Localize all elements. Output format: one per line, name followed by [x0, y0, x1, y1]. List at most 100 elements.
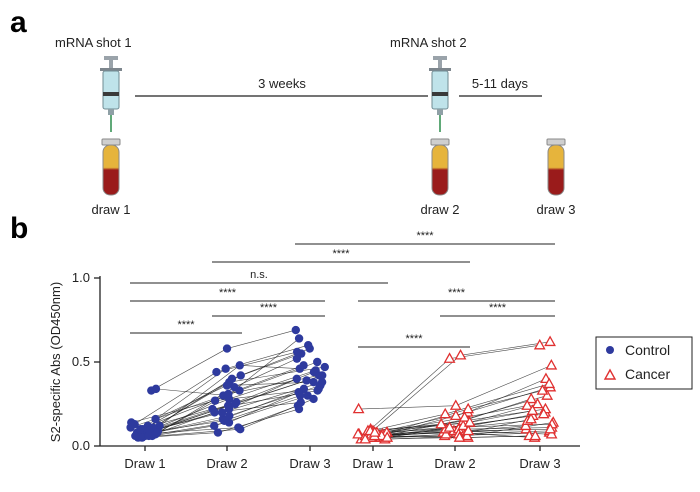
cancer-point: [525, 412, 537, 424]
cancer-point: [521, 399, 534, 410]
cancer-point: [453, 431, 466, 442]
control-point: [151, 414, 160, 424]
draw-2-label: draw 2: [420, 202, 459, 217]
cancer-point: [544, 422, 557, 434]
control-point: [210, 396, 220, 405]
control-point: [314, 371, 324, 380]
cancer-point: [440, 427, 452, 439]
control-point: [212, 367, 221, 377]
control-point: [217, 408, 227, 417]
significance-label: ****: [448, 287, 466, 299]
cancer-point: [449, 409, 462, 421]
significance-label: ****: [489, 302, 507, 314]
control-point: [222, 344, 232, 353]
control-point: [292, 374, 301, 383]
x-tick-label: Draw 3: [289, 456, 330, 471]
control-point: [295, 364, 304, 373]
y-axis-label: S2-specific Abs (OD450nm): [48, 282, 63, 442]
control-point: [313, 357, 322, 367]
control-point: [313, 386, 322, 395]
x-tick-label: Draw 1: [124, 456, 165, 471]
cancer-point: [443, 421, 456, 432]
cancer-point: [544, 335, 556, 347]
blood-tube-1-icon: [101, 138, 121, 196]
y-tick-label: 0.5: [72, 354, 90, 369]
control-point: [304, 341, 313, 350]
x-tick-label: Draw 2: [434, 456, 475, 471]
control-point: [221, 364, 230, 373]
cancer-point: [352, 402, 365, 414]
cancer-point: [536, 384, 549, 395]
legend-cancer-marker: [603, 368, 617, 380]
control-point: [131, 431, 140, 441]
significance-label: ****: [416, 230, 434, 242]
control-point: [130, 419, 139, 429]
significance-label: ****: [260, 302, 278, 314]
control-point: [225, 377, 234, 387]
significance-label: ****: [405, 333, 423, 345]
cancer-point: [525, 392, 538, 404]
significance-label: ****: [177, 319, 195, 331]
legend-control-marker: [606, 346, 614, 354]
legend-box: [595, 336, 693, 390]
control-point: [292, 347, 302, 357]
panel-b: b S2-specific Abs (OD450nm) 0.0 0.5 1.0 Dra…: [10, 212, 693, 471]
control-point: [230, 399, 240, 409]
cancer-point: [533, 338, 546, 350]
cancer-point: [526, 404, 539, 415]
syringe-1-icon: [100, 56, 122, 132]
control-point: [213, 428, 223, 437]
interval-3-weeks: 3 weeks: [258, 76, 306, 91]
control-point: [293, 401, 303, 410]
control-point: [320, 362, 329, 372]
control-point: [294, 334, 304, 343]
significance-label: ****: [332, 248, 350, 260]
y-tick-label: 0.0: [72, 438, 90, 453]
cancer-point: [463, 416, 476, 427]
control-point: [309, 377, 318, 387]
cancer-point: [461, 429, 473, 441]
cancer-point: [543, 377, 556, 389]
cancer-point: [359, 432, 372, 444]
control-point: [136, 425, 145, 434]
cancer-point: [529, 429, 542, 441]
subject-line: [151, 329, 296, 391]
control-point: [151, 384, 161, 394]
cancer-point: [545, 427, 558, 439]
draw-3-label: draw 3: [536, 202, 575, 217]
panel-b-letter: b: [10, 212, 28, 245]
cancer-point: [443, 352, 456, 363]
cancer-point: [439, 407, 452, 419]
legend-control-label: Control: [625, 342, 670, 358]
draw-1-label: draw 1: [91, 202, 130, 217]
cancer-point: [458, 411, 471, 422]
cancer-point: [545, 359, 558, 370]
syringe-2-icon: [429, 56, 451, 132]
control-point: [230, 383, 239, 392]
cancer-point: [531, 397, 544, 409]
control-point: [208, 404, 217, 414]
shot2-label: mRNA shot 2: [390, 35, 467, 50]
x-tick-label: Draw 1: [352, 456, 393, 471]
control-point: [153, 428, 162, 437]
control-point: [235, 361, 244, 370]
cancer-point: [449, 399, 462, 410]
control-point: [220, 416, 229, 425]
control-point: [302, 376, 311, 385]
legend-cancer-label: Cancer: [625, 366, 670, 382]
cancer-point: [537, 407, 550, 419]
interval-5-11-days: 5-11 days: [472, 76, 529, 91]
cancer-point: [381, 431, 394, 442]
significance-label: ****: [219, 287, 237, 299]
control-point: [309, 394, 318, 404]
cancer-point: [462, 402, 475, 414]
cancer-point: [368, 426, 381, 437]
cancer-point: [462, 424, 475, 436]
cancer-point: [352, 427, 365, 439]
legend: Control Cancer: [595, 336, 693, 390]
control-point: [234, 423, 243, 432]
y-tick-label: 1.0: [72, 270, 90, 285]
panel-a: a mRNA shot 1 mRNA shot 2 3 weeks 5-1: [10, 6, 576, 217]
x-tick-label: Draw 2: [206, 456, 247, 471]
significance-label: n.s.: [250, 269, 268, 281]
